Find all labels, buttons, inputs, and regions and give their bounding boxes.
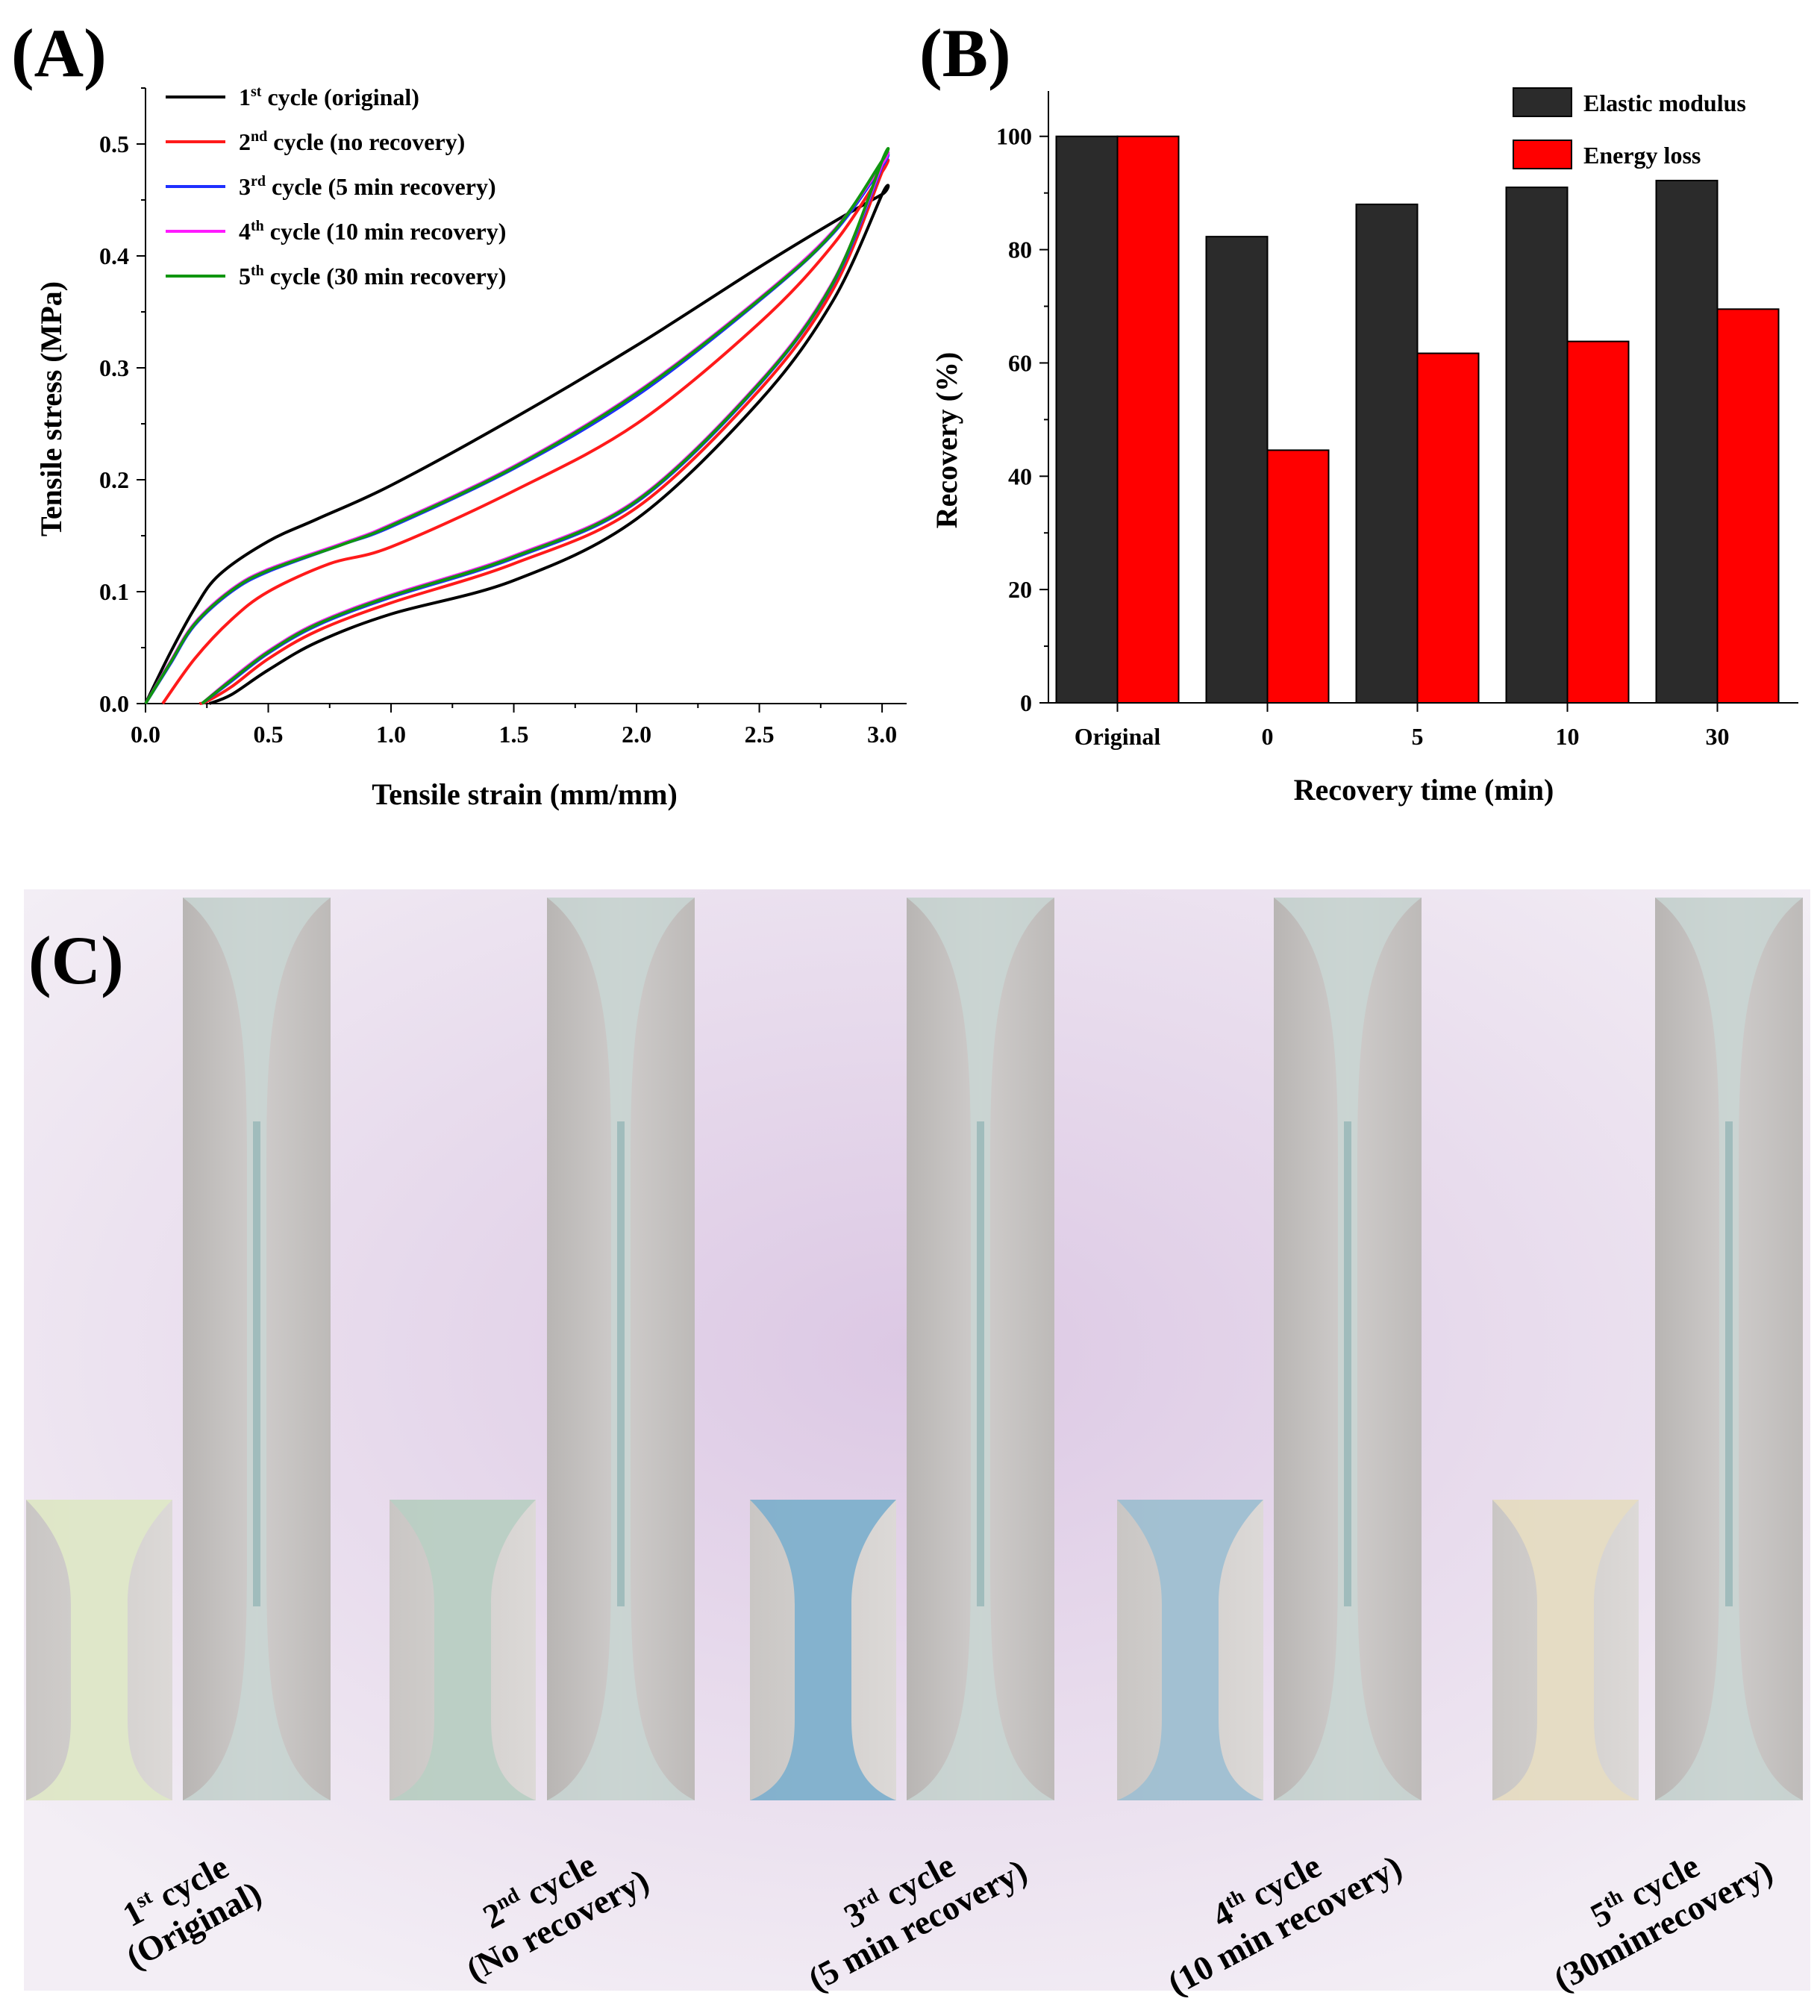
legend-label-cycle-2: 2nd cycle (no recovery) xyxy=(239,128,465,155)
panel-b-ticks: 0 20 40 60 80 100 Original 0 5 10 30 xyxy=(996,123,1730,750)
x-tick-label: 2.5 xyxy=(745,721,775,748)
panel-a-letter: (A) xyxy=(11,15,107,91)
y-tick-label: 100 xyxy=(996,123,1032,150)
x-tick-label: 1.0 xyxy=(376,721,406,748)
y-tick-label: 80 xyxy=(1008,237,1032,263)
legend-label: Energy loss xyxy=(1583,142,1701,169)
stretched-specimen-photo xyxy=(1274,898,1422,1800)
panel-c-photo-montage: 1st cycle(Original) 2nd cycle(No recovery… xyxy=(24,889,1810,2003)
x-tick-label: 0 xyxy=(1262,723,1274,750)
relaxed-specimen-photo xyxy=(390,1500,536,1800)
x-tick-label: 0.5 xyxy=(254,721,284,748)
panel-b-letter: (B) xyxy=(919,15,1011,91)
y-tick-label: 0.1 xyxy=(99,578,129,605)
x-tick-label: 2.0 xyxy=(622,721,651,748)
stretched-specimen-photo xyxy=(907,898,1054,1800)
x-tick-label: Original xyxy=(1075,723,1161,750)
legend-label-cycle-1: 1st cycle (original) xyxy=(239,84,419,110)
series-line-cycle-4 xyxy=(144,151,890,705)
panel-b-x-axis-title: Recovery time (min) xyxy=(1294,773,1554,807)
y-tick-label: 0.2 xyxy=(99,466,129,493)
panel-c-letter: (C) xyxy=(28,922,124,998)
panel-a-series xyxy=(144,147,890,705)
specimen-shape xyxy=(1117,1500,1263,1800)
bar-energy-loss xyxy=(1116,135,1180,704)
x-tick-label: 5 xyxy=(1412,723,1424,750)
bar-energy-loss xyxy=(1416,352,1480,704)
relaxed-specimen-photo xyxy=(26,1500,172,1800)
bar-elastic-modulus xyxy=(1355,203,1419,704)
specimen-shape xyxy=(750,1500,896,1800)
bar-energy-loss xyxy=(1716,308,1780,704)
y-tick-label: 40 xyxy=(1008,463,1032,489)
specimen-shape xyxy=(390,1500,536,1800)
x-tick-label: 10 xyxy=(1556,723,1580,750)
panel-a-y-axis-title: Tensile stress (MPa) xyxy=(34,281,68,536)
panel-a-line-chart: (A) 0.0 0.5 1.0 1.5 2.0 2.5 3.0 0.0 0.1 0.2 0.3 0.4… xyxy=(11,15,907,811)
stretched-specimen-photo xyxy=(1655,898,1803,1800)
legend-label-cycle-4: 4th cycle (10 min recovery) xyxy=(239,218,506,245)
panel-a-x-axis-title: Tensile strain (mm/mm) xyxy=(372,777,678,811)
legend-label-cycle-3: 3rd cycle (5 min recovery) xyxy=(239,173,496,200)
stretched-specimen-photo xyxy=(547,898,695,1800)
bar-energy-loss xyxy=(1266,449,1330,704)
specimen-photos xyxy=(26,898,1803,1800)
y-tick-label: 0.4 xyxy=(99,242,129,269)
y-tick-label: 20 xyxy=(1008,576,1032,603)
series-line-cycle-1 xyxy=(144,184,890,705)
y-tick-label: 0.5 xyxy=(99,131,129,157)
bar-elastic-modulus xyxy=(1055,135,1119,704)
x-tick-label: 3.0 xyxy=(867,721,897,748)
panel-b-legend: Elastic modulus Energy loss xyxy=(1513,87,1746,169)
relaxed-specimen-photo xyxy=(1117,1500,1263,1800)
panel-b-bars xyxy=(1055,135,1780,704)
y-tick-label: 0.0 xyxy=(99,690,129,717)
relaxed-specimen-photo xyxy=(750,1500,896,1800)
panel-a-legend: 1st cycle (original) 2nd cycle (no recove… xyxy=(166,84,506,289)
bar-energy-loss xyxy=(1566,340,1630,704)
bar-elastic-modulus xyxy=(1655,179,1719,704)
x-tick-label: 0.0 xyxy=(131,721,160,748)
legend-swatch xyxy=(1513,87,1572,117)
series-line-cycle-3 xyxy=(144,153,890,705)
x-tick-label: 1.5 xyxy=(499,721,529,748)
specimen-shape xyxy=(26,1500,172,1800)
specimen-shape xyxy=(1492,1500,1639,1800)
panel-a-ticks: 0.0 0.5 1.0 1.5 2.0 2.5 3.0 0.0 0.1 0.2 0.3 0.4 0.5 xyxy=(99,87,897,748)
panel-b-bar-chart: (B) 0 20 40 60 80 100 Original 0 5 10 30 Elastic m… xyxy=(919,15,1798,807)
legend-label: Elastic modulus xyxy=(1583,90,1746,116)
panel-a-axes xyxy=(145,88,907,704)
legend-swatch xyxy=(1513,140,1572,169)
x-tick-label: 30 xyxy=(1706,723,1730,750)
stretched-specimen-photo xyxy=(183,898,331,1800)
panel-b-y-axis-title: Recovery (%) xyxy=(930,352,963,529)
legend-label-cycle-5: 5th cycle (30 min recovery) xyxy=(239,263,506,289)
bar-elastic-modulus xyxy=(1505,187,1569,704)
y-tick-label: 60 xyxy=(1008,349,1032,376)
y-tick-label: 0 xyxy=(1020,689,1032,716)
bar-elastic-modulus xyxy=(1205,236,1269,704)
series-line-cycle-5 xyxy=(144,147,890,705)
y-tick-label: 0.3 xyxy=(99,354,129,381)
relaxed-specimen-photo xyxy=(1492,1500,1639,1800)
